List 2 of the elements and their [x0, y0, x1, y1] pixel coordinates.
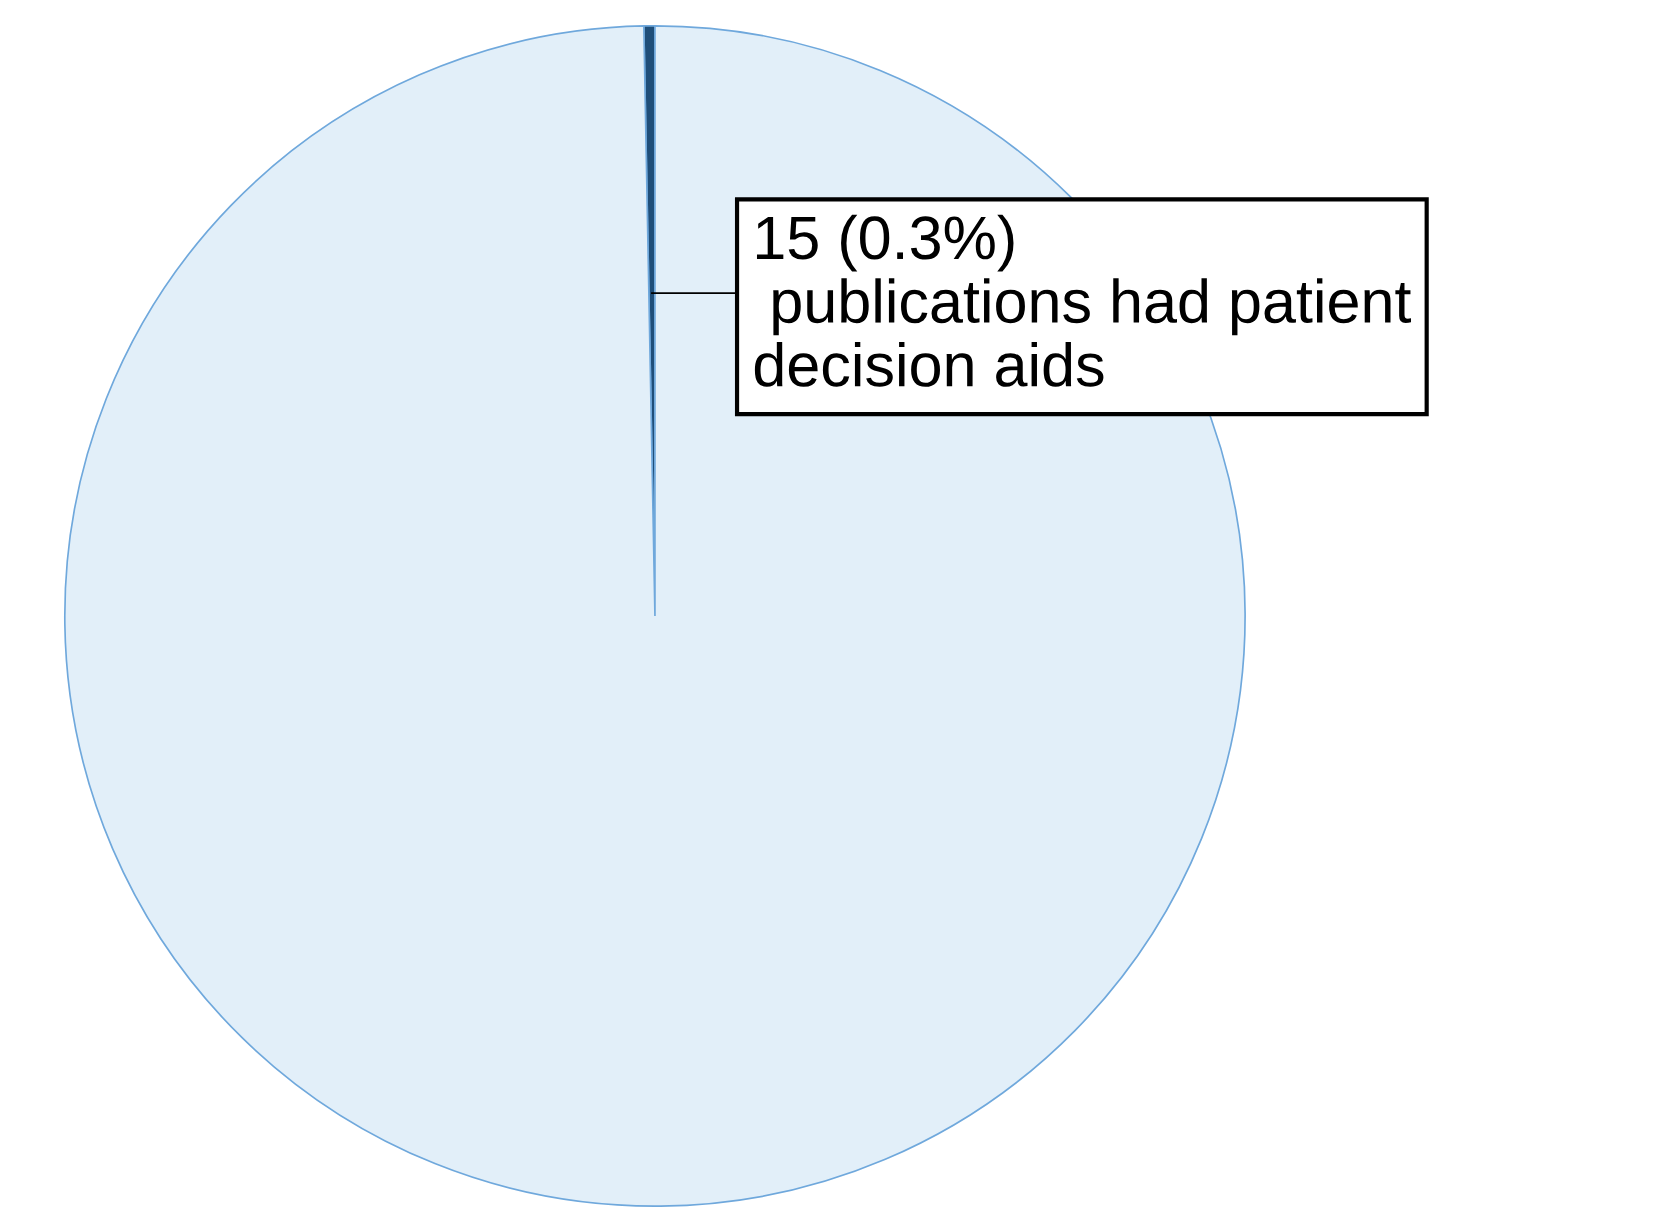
slice-label: publications had patient decision aids	[754, 278, 1411, 387]
data-label: 15 (0.3%)	[756, 214, 1014, 272]
